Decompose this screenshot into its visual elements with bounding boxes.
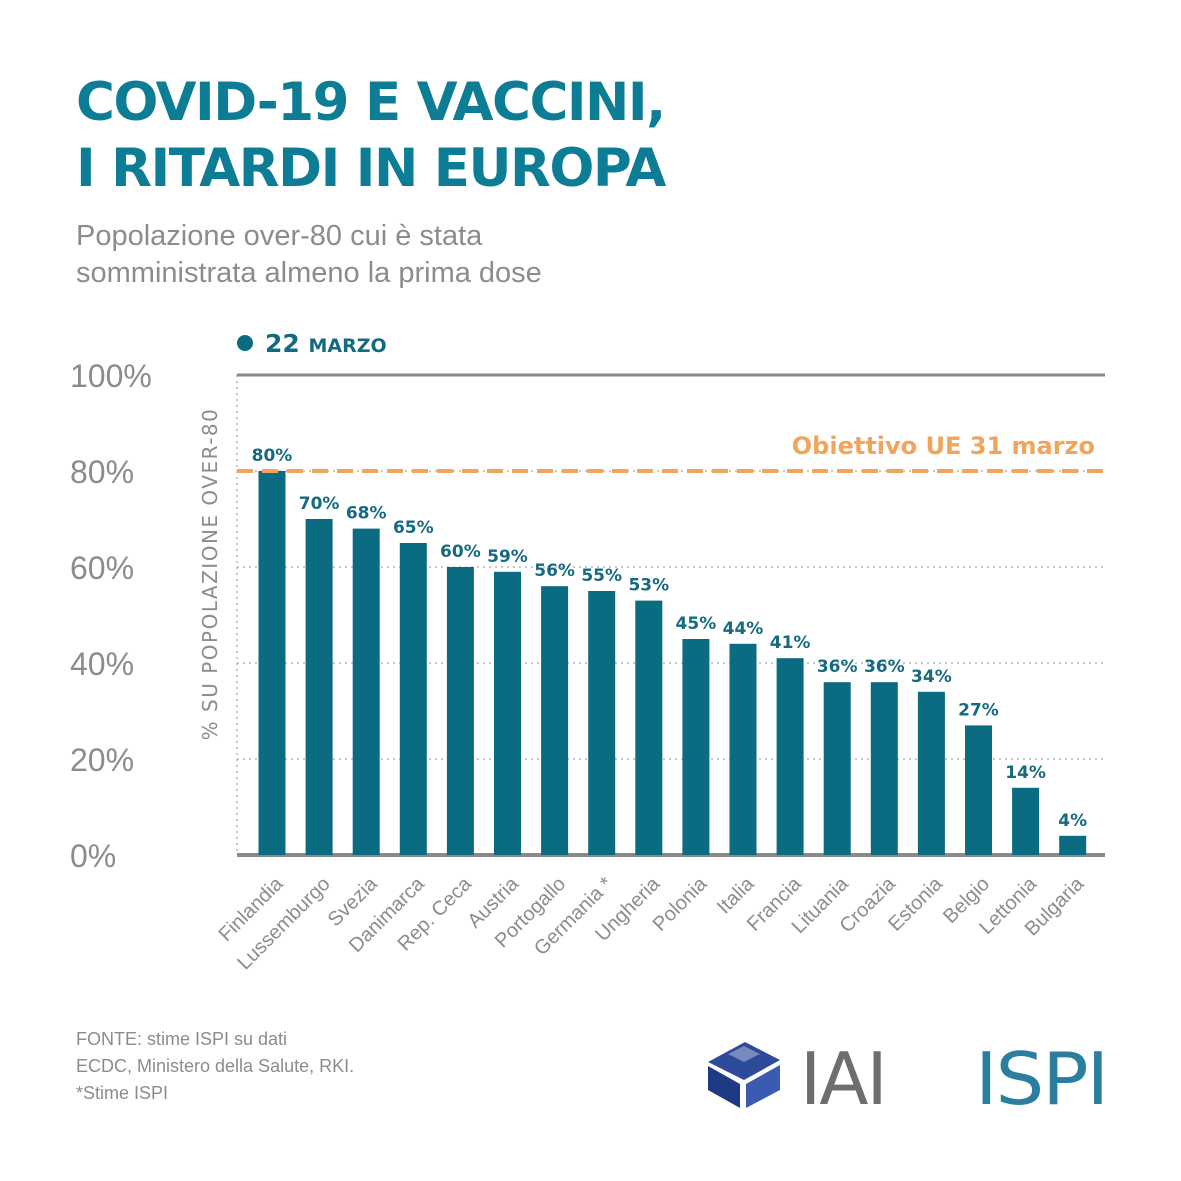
value-label: 36% [817,657,858,677]
value-label: 65% [393,518,434,538]
bar [1012,787,1040,855]
bar [682,639,710,855]
y-tick-label: 100% [70,358,152,394]
subtitle-line-1: Popolazione over-80 cui è stata [76,220,483,252]
category-label: Polonia [649,872,712,935]
value-label: 80% [252,446,293,466]
value-label: 44% [723,619,764,639]
bar [870,682,898,855]
y-tick-label: 20% [70,742,134,778]
legend-day: 22 [265,329,309,358]
bar [446,567,474,855]
value-label: 60% [440,542,481,562]
bar [917,691,945,855]
value-label: 59% [487,547,528,567]
bar [729,643,757,855]
legend-month: MARZO [309,335,387,357]
source-line-1: FONTE: stime ISPI su dati [76,1029,288,1049]
value-label: 14% [1005,763,1046,783]
y-tick-label: 40% [70,646,134,682]
value-label: 53% [628,576,669,596]
bar [588,591,616,855]
title-line-2: I RITARDI IN EUROPA [76,138,666,199]
bar [823,682,851,855]
iai-logo: IAI [708,1037,888,1112]
bar [494,571,521,855]
chart-title: COVID-19 E VACCINI, I RITARDI IN EUROPA [76,70,666,202]
bar [258,471,286,855]
value-label: 27% [958,700,999,720]
value-label: 41% [770,633,811,653]
bar [541,586,569,855]
value-label: 45% [676,614,717,634]
source-line-3: *Stime ISPI [76,1083,169,1103]
value-label: 68% [346,504,387,524]
target-label: Obiettivo UE 31 marzo [792,432,1095,460]
y-tick-label: 80% [70,454,134,490]
ispi-logo-text: ISPI [975,1037,1107,1111]
value-label: 34% [911,667,952,687]
value-label: 56% [534,561,575,581]
bar [305,519,333,855]
y-tick-label: 0% [70,838,116,874]
value-label: 36% [864,657,905,677]
bar [635,600,663,855]
source-note: FONTE: stime ISPI su dati ECDC, Minister… [76,1026,354,1107]
iai-logo-text: IAI [800,1037,886,1112]
bar [776,658,804,855]
category-label: Estonia [884,872,947,935]
bar [1059,835,1087,855]
y-tick-label: 60% [70,550,134,586]
value-label: 55% [581,566,622,586]
chart-subtitle: Popolazione over-80 cui è stata somminis… [76,218,542,292]
legend-label: 22 MARZO [265,329,387,358]
bar-chart: 22 MARZO 0% 20% 40% 60% 80% 100% % SU POPOLAZ… [70,329,1105,974]
subtitle-line-2: somministrata almeno la prima dose [76,257,542,289]
source-line-2: ECDC, Ministero della Salute, RKI. [76,1056,355,1076]
title-line-1: COVID-19 E VACCINI, [76,72,666,133]
y-axis-label: % SU POPOLAZIONE OVER-80 [198,408,222,741]
bar [399,543,427,855]
ispi-logo: ISPI [975,1037,1109,1111]
bar [352,528,380,855]
bar [965,725,992,855]
legend-dot-icon [237,335,253,351]
legend: 22 MARZO [237,329,387,358]
value-label: 70% [299,494,340,514]
value-label: 4% [1058,811,1087,831]
iai-cube-icon [708,1042,780,1108]
